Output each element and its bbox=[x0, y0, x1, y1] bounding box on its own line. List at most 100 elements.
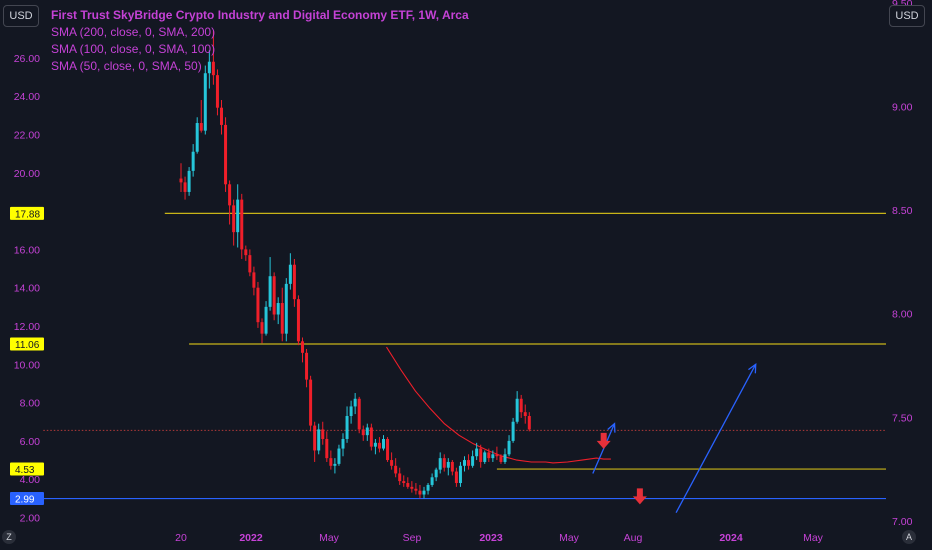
candle bbox=[309, 375, 313, 432]
candle-body bbox=[268, 276, 272, 307]
time-tick-label: May bbox=[319, 532, 340, 544]
candle bbox=[434, 467, 438, 482]
price-tag: 17.88 bbox=[10, 206, 44, 220]
price-tag: 4.53 bbox=[10, 462, 44, 476]
candle-body bbox=[418, 490, 422, 495]
candle bbox=[191, 144, 195, 177]
candle-body bbox=[438, 458, 442, 470]
candle bbox=[523, 404, 527, 424]
candle-body bbox=[313, 425, 317, 451]
candle bbox=[467, 454, 471, 470]
candle-body bbox=[434, 469, 438, 478]
candle-body bbox=[450, 461, 454, 472]
candle-body bbox=[211, 61, 215, 76]
left-tick-label: 14.00 bbox=[14, 283, 40, 295]
candle bbox=[503, 448, 507, 464]
candle-body bbox=[179, 178, 183, 183]
candle bbox=[207, 50, 211, 89]
candle bbox=[288, 253, 292, 290]
price-tag-label: 17.88 bbox=[15, 209, 40, 220]
candle bbox=[479, 444, 483, 468]
price-tag-box bbox=[10, 492, 44, 506]
candle-body bbox=[183, 182, 187, 192]
candle bbox=[442, 454, 446, 472]
candle bbox=[430, 473, 434, 487]
indicator-sma-50[interactable]: SMA (50, close, 0, SMA, 50) bbox=[51, 59, 202, 73]
currency-button-right[interactable]: USD bbox=[889, 5, 925, 27]
time-axis[interactable]: 20 2022 May Sep 2023 May Aug 2024 May bbox=[175, 532, 824, 544]
candle bbox=[268, 257, 272, 311]
price-tag: 11.06 bbox=[10, 337, 44, 351]
arrow-head bbox=[748, 362, 757, 374]
candle-body bbox=[394, 465, 398, 474]
candle bbox=[382, 435, 385, 451]
candle bbox=[398, 467, 402, 485]
price-tag-label: 11.06 bbox=[15, 340, 40, 351]
candle-body bbox=[305, 352, 309, 380]
indicator-sma-200[interactable]: SMA (200, close, 0, SMA, 200) bbox=[51, 25, 216, 39]
candle bbox=[353, 393, 357, 415]
candle bbox=[317, 423, 321, 455]
down-arrow-marker-2 bbox=[596, 432, 611, 449]
candle bbox=[499, 454, 503, 464]
chart-title: First Trust SkyBridge Crypto Industry an… bbox=[51, 8, 469, 22]
candle-body bbox=[276, 303, 280, 315]
left-price-axis[interactable]: 26.00 24.00 22.00 20.00 16.00 14.00 12.00 10.00… bbox=[14, 53, 40, 525]
candle-body bbox=[523, 412, 527, 417]
candle-body bbox=[446, 461, 450, 468]
left-tick-label: 22.00 bbox=[14, 130, 40, 142]
candle-body bbox=[507, 440, 511, 455]
candle bbox=[329, 450, 333, 470]
candle-body bbox=[317, 429, 321, 451]
candle bbox=[280, 287, 284, 342]
drawing-annotations[interactable] bbox=[592, 362, 757, 514]
candle bbox=[260, 318, 264, 344]
candle bbox=[179, 163, 183, 192]
candle-body bbox=[442, 458, 446, 468]
candle-body bbox=[511, 421, 515, 441]
candle-body bbox=[195, 123, 199, 152]
candle bbox=[337, 444, 341, 466]
candle-body bbox=[228, 184, 232, 206]
candle-body bbox=[406, 483, 410, 487]
candle-body bbox=[256, 287, 260, 323]
candle bbox=[224, 117, 228, 192]
candle-body bbox=[426, 484, 430, 491]
time-tick-label: May bbox=[559, 532, 580, 544]
candle bbox=[292, 258, 296, 307]
sma-50-line bbox=[386, 346, 611, 464]
candle-body bbox=[321, 429, 325, 439]
candle-body bbox=[199, 123, 203, 131]
zoom-toggle-z[interactable]: Z bbox=[2, 530, 16, 544]
candle-body bbox=[325, 438, 329, 459]
right-tick-label: 7.00 bbox=[892, 516, 913, 528]
candle-body bbox=[357, 398, 361, 430]
candle bbox=[296, 295, 300, 346]
candle bbox=[463, 456, 466, 472]
candle bbox=[256, 281, 260, 328]
candle bbox=[228, 180, 232, 225]
candle bbox=[495, 446, 499, 461]
candle-body bbox=[248, 255, 252, 273]
candle bbox=[357, 396, 361, 434]
price-tags: 17.88 11.06 4.53 2.99 bbox=[10, 206, 44, 506]
candle bbox=[187, 167, 191, 196]
candle bbox=[325, 431, 329, 462]
price-tag: 2.99 bbox=[10, 492, 44, 506]
candle bbox=[220, 100, 223, 135]
currency-button-left[interactable]: USD bbox=[3, 5, 39, 27]
candle-body bbox=[475, 448, 479, 457]
candle bbox=[252, 266, 256, 296]
right-price-axis[interactable]: 11.5011.0010.5010.009.509.008.508.007.50… bbox=[892, 0, 918, 528]
candle bbox=[215, 69, 219, 116]
candle-body bbox=[361, 429, 365, 436]
candle bbox=[511, 417, 515, 443]
arrow-head bbox=[607, 422, 616, 433]
candle-body bbox=[487, 452, 491, 459]
candle bbox=[272, 272, 276, 321]
right-tick-label: 9.00 bbox=[892, 101, 913, 113]
auto-scale-toggle-a[interactable]: A bbox=[902, 530, 916, 544]
indicator-sma-100[interactable]: SMA (100, close, 0, SMA, 100) bbox=[51, 42, 216, 56]
arrow-shaft bbox=[675, 363, 757, 514]
